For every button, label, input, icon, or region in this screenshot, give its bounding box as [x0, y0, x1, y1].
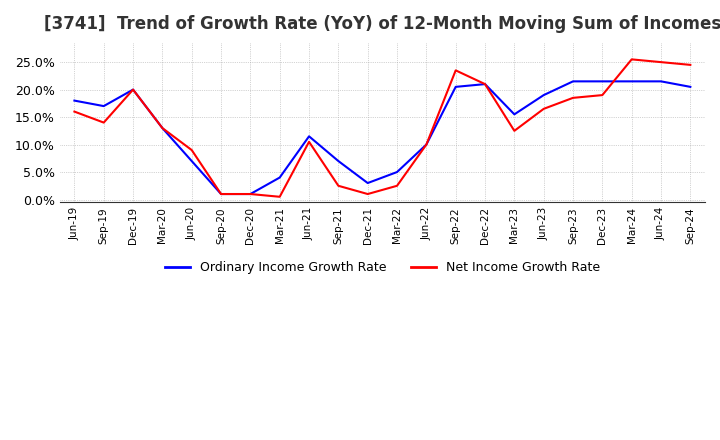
Ordinary Income Growth Rate	[627, 79, 636, 84]
Ordinary Income Growth Rate	[187, 158, 196, 164]
Net Income Growth Rate	[569, 95, 577, 100]
Ordinary Income Growth Rate	[539, 92, 548, 98]
Title: [3741]  Trend of Growth Rate (YoY) of 12-Month Moving Sum of Incomes: [3741] Trend of Growth Rate (YoY) of 12-…	[44, 15, 720, 33]
Net Income Growth Rate	[129, 87, 138, 92]
Net Income Growth Rate	[686, 62, 695, 67]
Net Income Growth Rate	[275, 194, 284, 199]
Net Income Growth Rate	[334, 183, 343, 188]
Ordinary Income Growth Rate	[334, 158, 343, 164]
Ordinary Income Growth Rate	[99, 103, 108, 109]
Net Income Growth Rate	[99, 120, 108, 125]
Net Income Growth Rate	[481, 81, 490, 87]
Legend: Ordinary Income Growth Rate, Net Income Growth Rate: Ordinary Income Growth Rate, Net Income …	[160, 256, 606, 279]
Ordinary Income Growth Rate	[451, 84, 460, 89]
Net Income Growth Rate	[187, 147, 196, 153]
Net Income Growth Rate	[657, 59, 665, 65]
Ordinary Income Growth Rate	[305, 134, 313, 139]
Ordinary Income Growth Rate	[392, 169, 401, 175]
Ordinary Income Growth Rate	[246, 191, 255, 197]
Net Income Growth Rate	[422, 142, 431, 147]
Ordinary Income Growth Rate	[275, 175, 284, 180]
Ordinary Income Growth Rate	[657, 79, 665, 84]
Line: Net Income Growth Rate: Net Income Growth Rate	[74, 59, 690, 197]
Ordinary Income Growth Rate	[510, 112, 518, 117]
Line: Ordinary Income Growth Rate: Ordinary Income Growth Rate	[74, 81, 690, 194]
Ordinary Income Growth Rate	[364, 180, 372, 186]
Ordinary Income Growth Rate	[70, 98, 78, 103]
Net Income Growth Rate	[539, 106, 548, 111]
Net Income Growth Rate	[451, 68, 460, 73]
Ordinary Income Growth Rate	[569, 79, 577, 84]
Ordinary Income Growth Rate	[422, 142, 431, 147]
Ordinary Income Growth Rate	[481, 81, 490, 87]
Net Income Growth Rate	[246, 191, 255, 197]
Ordinary Income Growth Rate	[598, 79, 607, 84]
Net Income Growth Rate	[217, 191, 225, 197]
Ordinary Income Growth Rate	[217, 191, 225, 197]
Net Income Growth Rate	[392, 183, 401, 188]
Ordinary Income Growth Rate	[158, 125, 167, 131]
Ordinary Income Growth Rate	[686, 84, 695, 89]
Ordinary Income Growth Rate	[129, 87, 138, 92]
Net Income Growth Rate	[70, 109, 78, 114]
Net Income Growth Rate	[364, 191, 372, 197]
Net Income Growth Rate	[305, 139, 313, 144]
Net Income Growth Rate	[510, 128, 518, 133]
Net Income Growth Rate	[598, 92, 607, 98]
Net Income Growth Rate	[158, 125, 167, 131]
Net Income Growth Rate	[627, 57, 636, 62]
